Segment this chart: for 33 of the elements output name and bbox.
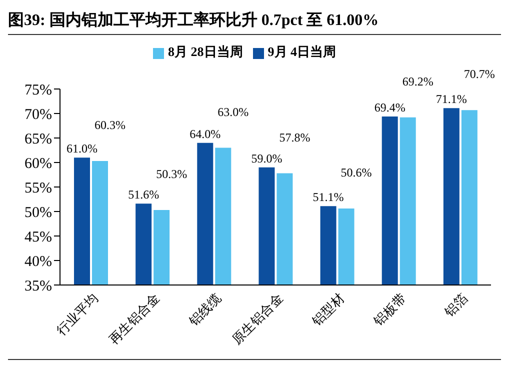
y-tick-label: 55% xyxy=(24,180,52,196)
x-tick-label: 再生铝合金 xyxy=(106,290,162,348)
y-tick-label: 50% xyxy=(24,204,52,221)
data-label: 63.0% xyxy=(218,104,249,119)
legend-label: 9月 4日当周 xyxy=(268,44,336,59)
data-label: 61.0% xyxy=(66,142,98,156)
y-tick-label: 40% xyxy=(24,254,52,270)
data-label: 69.4% xyxy=(374,100,406,114)
data-label: 50.6% xyxy=(340,166,372,180)
legend-label: 8月 28日当周 xyxy=(168,44,243,59)
y-tick-label: 70% xyxy=(24,106,52,123)
data-label: 71.1% xyxy=(436,92,467,106)
data-label: 57.8% xyxy=(279,130,310,144)
x-tick-label: 铝型材 xyxy=(308,290,348,330)
x-tick-label: 铝箔 xyxy=(440,290,470,320)
x-tick-label: 原生铝合金 xyxy=(229,290,286,348)
y-tick-label: 45% xyxy=(24,229,52,246)
x-tick-label: 铝线缆 xyxy=(185,290,224,330)
data-label: 60.3% xyxy=(94,118,126,132)
y-tick-label: 35% xyxy=(24,278,52,294)
data-label: 69.2% xyxy=(402,74,434,88)
data-label: 70.7% xyxy=(464,67,495,82)
data-label: 51.6% xyxy=(128,188,160,202)
y-tick-label: 60% xyxy=(24,156,52,172)
data-label: 50.3% xyxy=(156,167,188,182)
x-tick-label: 铝板带 xyxy=(370,290,409,330)
data-label: 59.0% xyxy=(251,151,282,166)
data-label: 64.0% xyxy=(190,126,221,141)
y-tick-label: 65% xyxy=(24,131,52,148)
data-label: 51.1% xyxy=(312,190,344,204)
x-tick-label: 行业平均 xyxy=(54,290,101,338)
chart-title: 图39: 国内铝加工平均开工率环比升 0.7pct 至 61.00% xyxy=(8,8,501,35)
y-tick-label: 75% xyxy=(24,82,52,98)
